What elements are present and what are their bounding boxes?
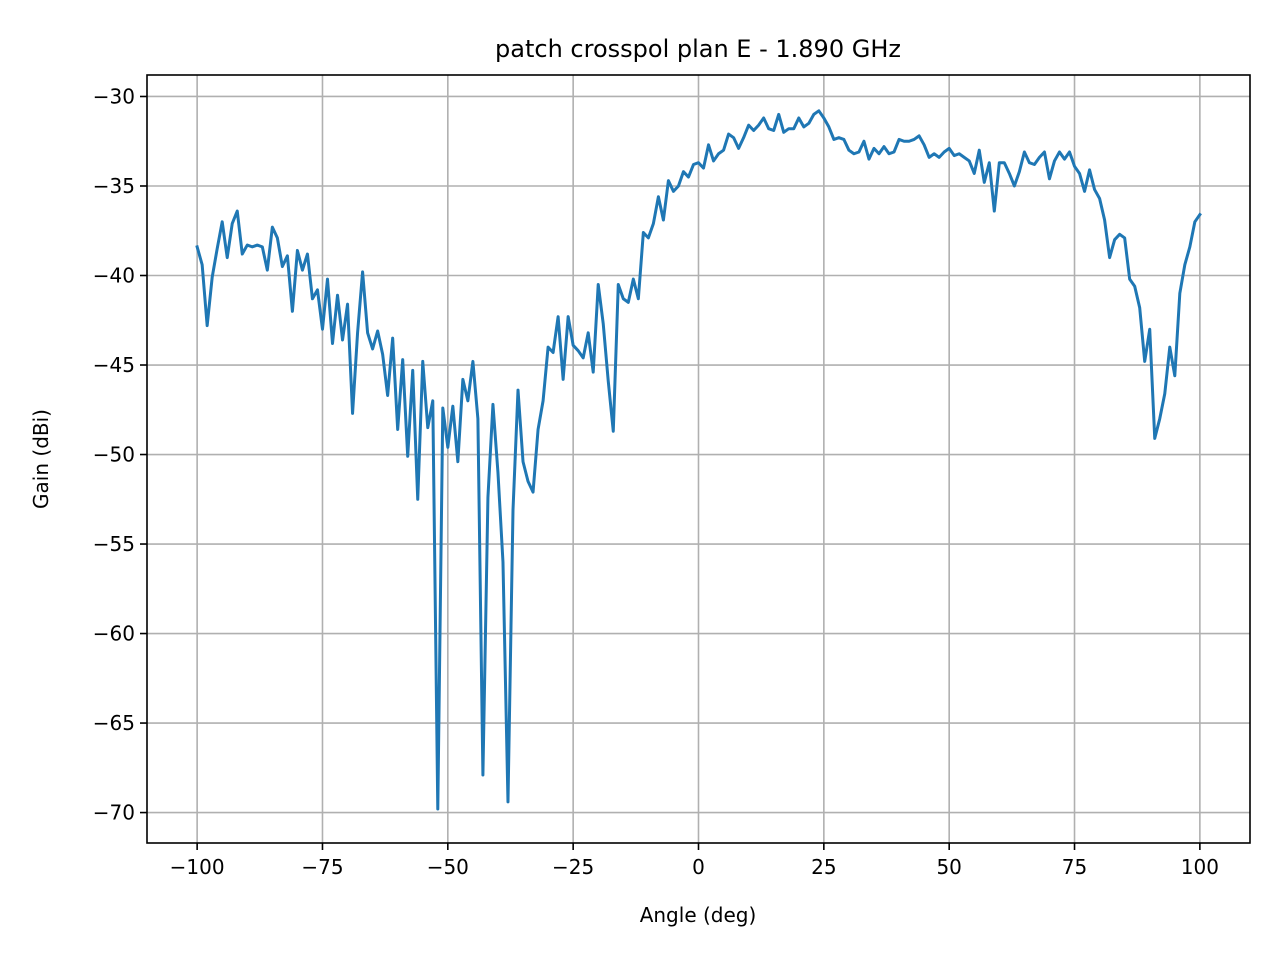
x-tick-label: 25: [811, 855, 836, 879]
y-tick-label: −50: [93, 443, 135, 467]
y-tick-label: −30: [93, 84, 135, 108]
series-line: [195, 109, 1202, 811]
x-tick-label: 50: [936, 855, 961, 879]
y-axis-label: Gain (dBi): [29, 409, 53, 509]
x-tick-label: −75: [301, 855, 343, 879]
y-tick-label: −55: [93, 532, 135, 556]
x-tick-label: −25: [552, 855, 594, 879]
x-tick-label: 0: [692, 855, 705, 879]
x-tick-label: −100: [170, 855, 225, 879]
y-axis: −30 −35 −40 −45 −50 −55 −60 −65 −70: [93, 84, 147, 825]
y-tick-label: −45: [93, 353, 135, 377]
y-tick-label: −60: [93, 622, 135, 646]
x-tick-label: −50: [427, 855, 469, 879]
chart-title: patch crosspol plan E - 1.890 GHz: [495, 35, 901, 63]
x-tick-label: 100: [1181, 855, 1219, 879]
x-axis-label: Angle (deg): [640, 903, 757, 927]
y-tick-label: −40: [93, 264, 135, 288]
y-tick-label: −70: [93, 801, 135, 825]
grid: [147, 75, 1250, 843]
x-tick-label: 75: [1062, 855, 1087, 879]
y-tick-label: −65: [93, 711, 135, 735]
series-layer: [195, 109, 1202, 811]
y-tick-label: −35: [93, 174, 135, 198]
x-axis: −100 −75 −50 −25 0 25 50 75 100: [170, 843, 1219, 879]
